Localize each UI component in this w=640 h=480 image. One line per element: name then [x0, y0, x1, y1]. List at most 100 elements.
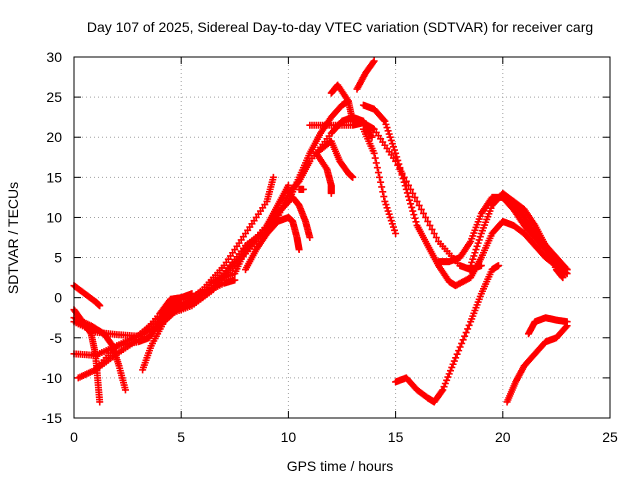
data-point — [394, 156, 402, 164]
data-point — [406, 196, 414, 204]
y-tick-label: 0 — [54, 290, 62, 306]
y-tick-label: 15 — [46, 169, 62, 185]
data-point — [450, 357, 458, 365]
data-point — [459, 336, 467, 344]
data-point — [299, 185, 307, 193]
data-point — [426, 221, 434, 229]
data-point — [388, 220, 396, 228]
x-tick-label: 25 — [602, 429, 618, 445]
data-point — [455, 347, 463, 355]
data-point — [384, 207, 392, 215]
y-tick-label: -15 — [42, 410, 62, 426]
data-point — [96, 398, 104, 406]
data-point — [382, 201, 390, 209]
data-point — [370, 149, 378, 157]
series-sat-l — [242, 213, 303, 274]
data-point — [409, 207, 417, 215]
series-sat-s — [359, 101, 571, 290]
data-point — [410, 211, 418, 219]
data-point — [96, 302, 104, 310]
series-sat-p — [312, 149, 335, 197]
y-tick-label: -10 — [42, 370, 62, 386]
data-point — [391, 226, 399, 234]
data-point — [387, 136, 395, 144]
data-point — [231, 276, 239, 284]
data-point — [376, 173, 384, 181]
data-point — [402, 185, 410, 193]
data-point — [438, 387, 446, 395]
x-tick-label: 20 — [495, 429, 511, 445]
plot-area — [70, 57, 571, 406]
data-point — [439, 386, 447, 394]
data-point — [388, 140, 396, 148]
data-point — [430, 229, 438, 237]
data-point — [349, 117, 357, 125]
y-tick-label: 5 — [54, 250, 62, 266]
data-point — [327, 189, 335, 197]
data-point — [397, 167, 405, 175]
data-point — [411, 214, 419, 222]
data-point — [559, 274, 567, 282]
data-point — [424, 217, 432, 225]
plot-border — [73, 56, 611, 419]
data-point — [373, 164, 381, 172]
data-point — [398, 171, 406, 179]
data-point — [387, 217, 395, 225]
data-point — [562, 264, 570, 272]
y-axis-label: SDTVAR / TECUs — [5, 182, 21, 294]
data-point — [385, 130, 393, 138]
data-point — [563, 318, 571, 326]
data-point — [382, 120, 390, 128]
data-point — [396, 164, 404, 172]
data-point — [461, 332, 469, 340]
data-point — [452, 354, 460, 362]
data-point — [453, 350, 461, 358]
series-sat-h — [139, 173, 277, 374]
x-tick-label: 0 — [70, 429, 78, 445]
x-tick-label: 10 — [281, 429, 297, 445]
y-tick-label: 25 — [46, 89, 62, 105]
grid-lines — [74, 57, 610, 418]
series-sat-y — [503, 322, 571, 406]
data-point — [374, 169, 382, 177]
data-point — [391, 146, 399, 154]
data-point — [177, 294, 185, 302]
data-point — [441, 380, 449, 388]
data-point — [371, 154, 379, 162]
data-point — [401, 182, 409, 190]
data-point — [415, 201, 423, 209]
data-point — [389, 223, 397, 231]
x-tick-label: 15 — [388, 429, 404, 445]
data-point — [369, 58, 377, 66]
data-point — [432, 234, 440, 241]
data-point — [428, 225, 436, 233]
data-point — [449, 360, 457, 368]
data-point — [473, 242, 481, 250]
data-point — [381, 117, 389, 125]
data-point — [295, 246, 303, 254]
series-sat-w — [510, 197, 567, 282]
data-point — [456, 343, 464, 351]
axis-ticks: 0 5 10 15 20 25 -15 -10 -5 0 5 10 15 20 25 30 — [42, 49, 618, 445]
data-point — [474, 239, 482, 247]
data-point — [468, 258, 476, 266]
data-point — [306, 234, 314, 241]
series-sat-m — [295, 185, 307, 193]
data-point — [443, 376, 451, 384]
data-point — [446, 367, 454, 375]
data-point — [392, 229, 400, 237]
data-point — [471, 249, 479, 257]
data-point — [467, 262, 475, 270]
series-sat-z — [525, 314, 571, 338]
data-point — [370, 57, 378, 65]
data-point — [404, 193, 412, 201]
data-point — [440, 383, 448, 391]
data-point — [386, 133, 394, 141]
y-tick-label: -5 — [50, 330, 63, 346]
data-point — [378, 183, 386, 191]
data-point — [380, 116, 388, 124]
data-point — [462, 329, 470, 337]
data-point — [458, 339, 466, 347]
data-point — [377, 178, 385, 186]
data-point — [422, 213, 430, 221]
